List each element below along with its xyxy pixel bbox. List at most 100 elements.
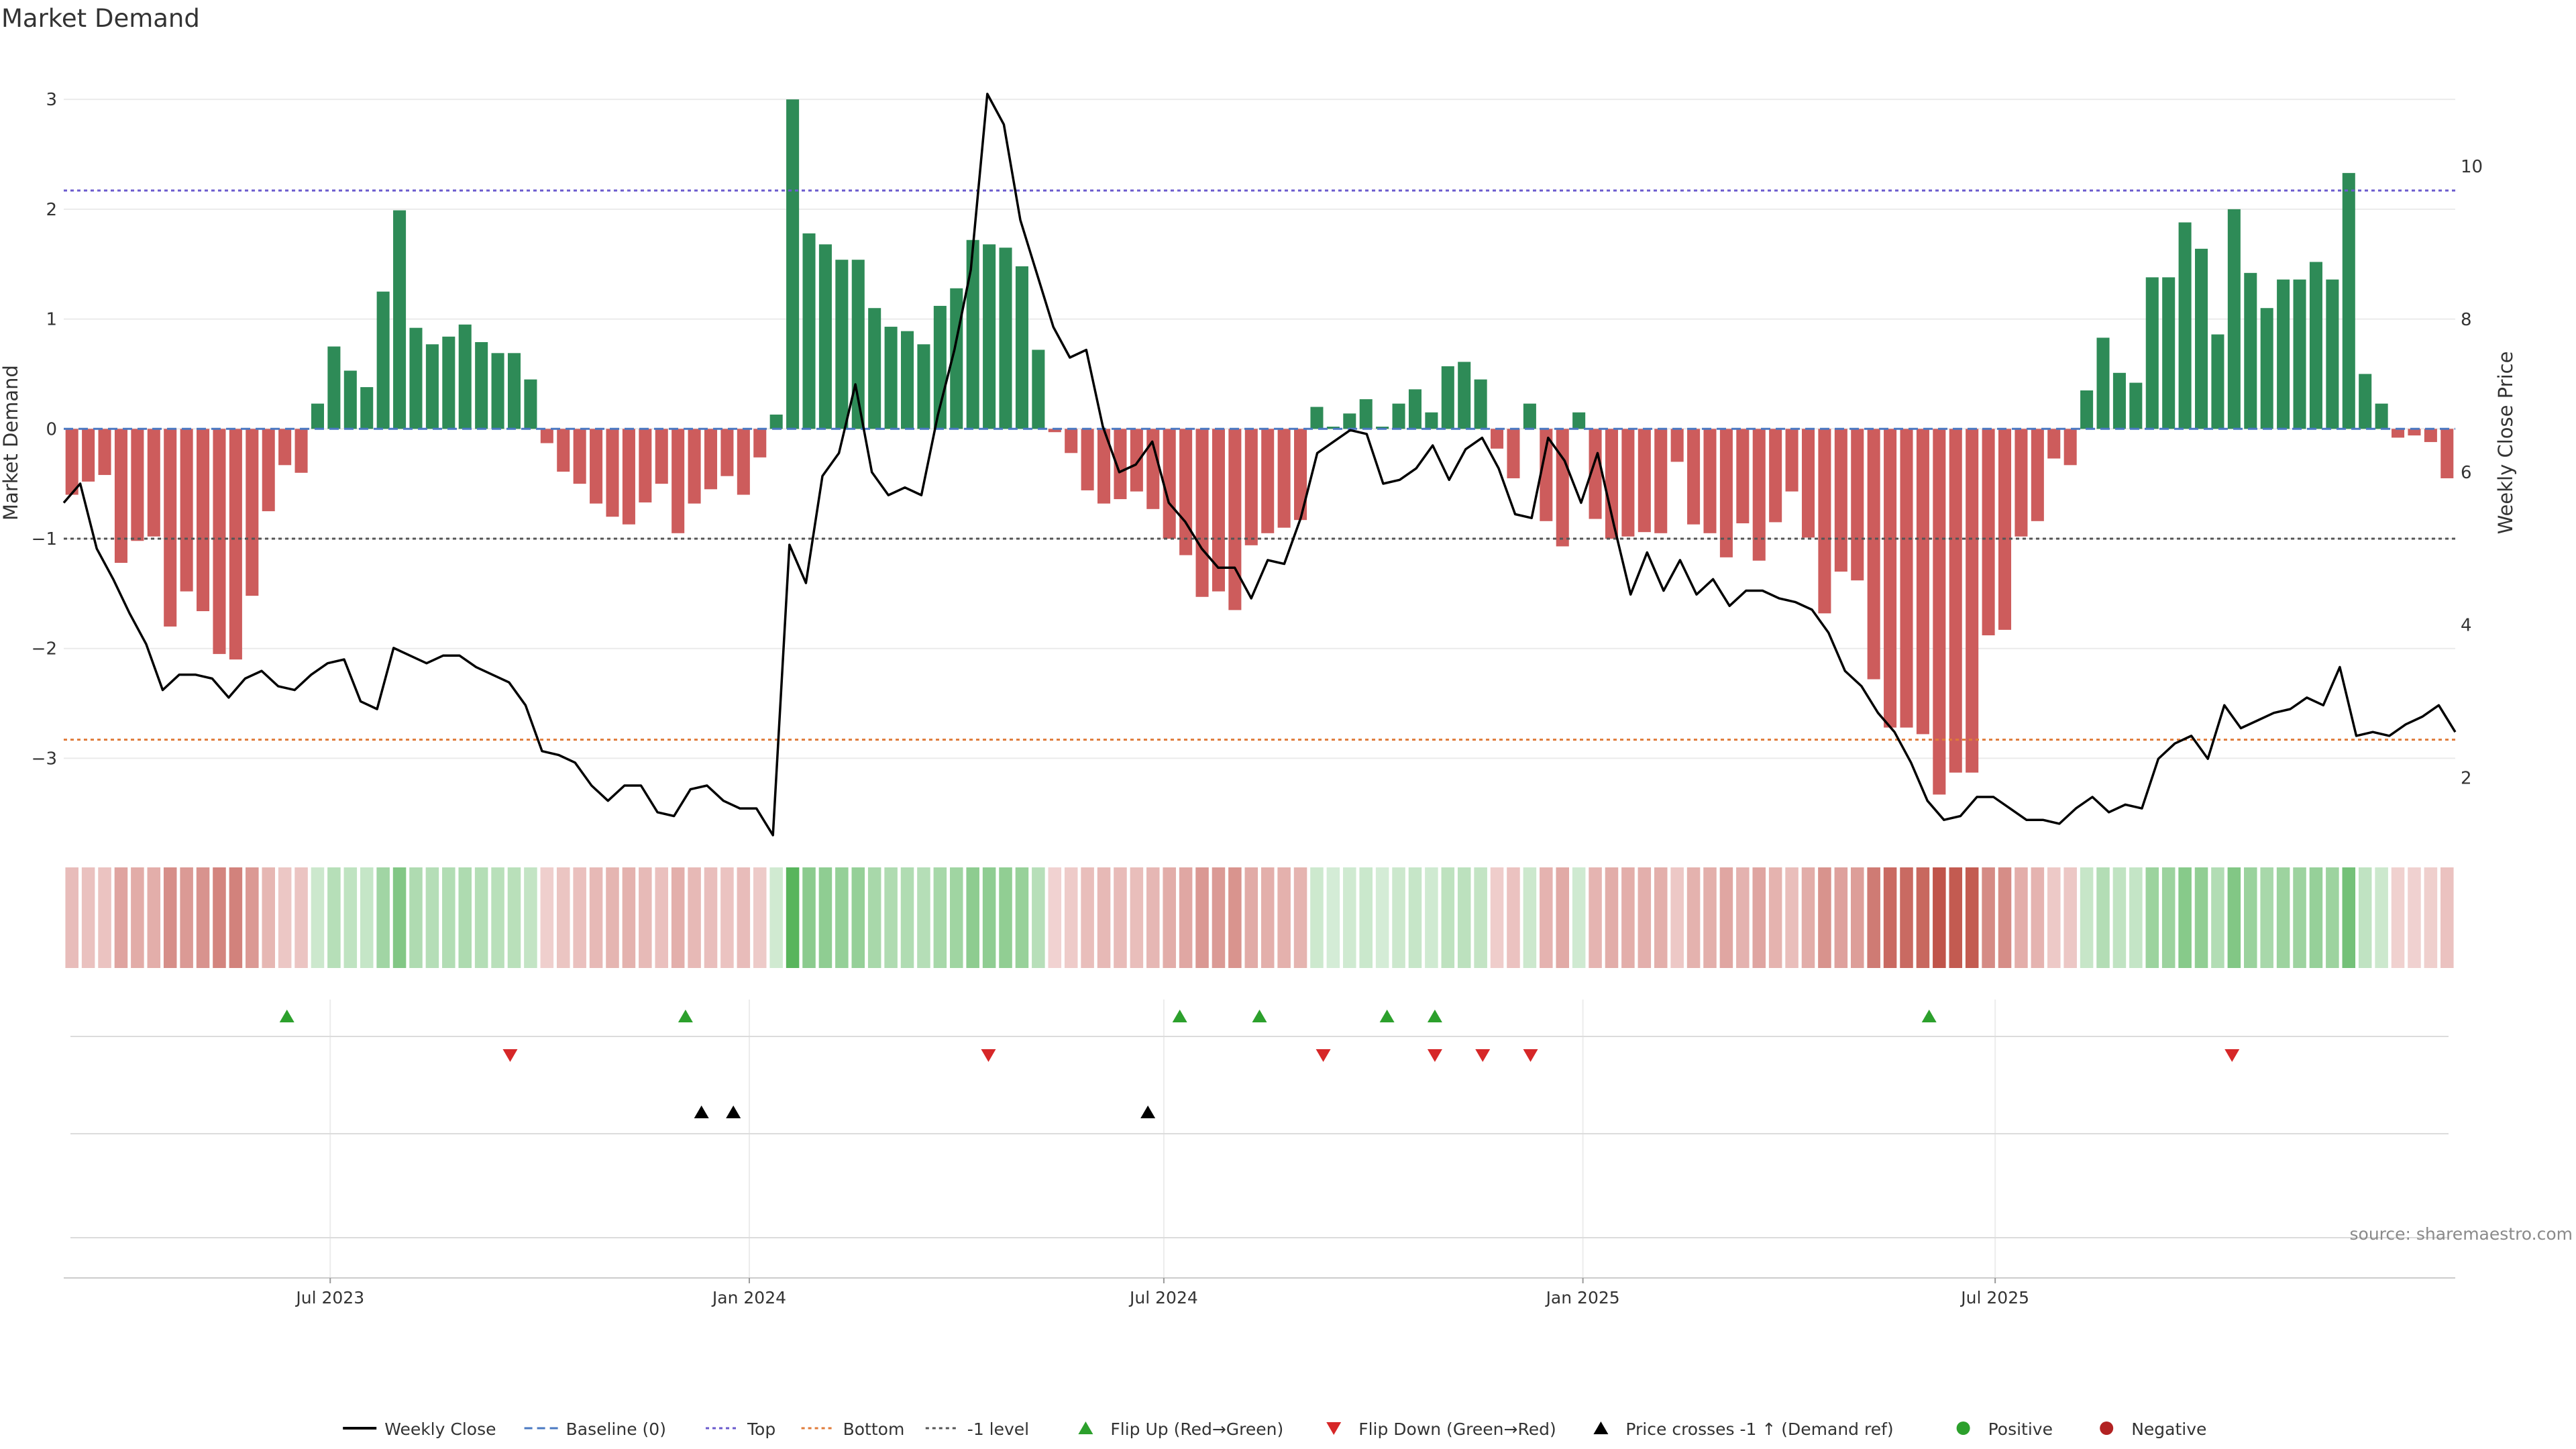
- flip-down-marker: [1316, 1049, 1331, 1062]
- legend-swatch-triangle-up: [1593, 1421, 1609, 1434]
- demand-bar: [1015, 266, 1028, 429]
- shade-cell: [1768, 867, 1782, 968]
- demand-bar: [2359, 374, 2372, 429]
- demand-bar: [475, 341, 488, 429]
- demand-bar: [278, 429, 292, 466]
- flip-up-marker: [1172, 1010, 1187, 1022]
- shade-cell: [1818, 867, 1831, 968]
- demand-bar: [164, 429, 177, 627]
- shade-cell: [1933, 867, 1946, 968]
- shade-cell: [1146, 867, 1160, 968]
- shade-cell: [1343, 867, 1356, 968]
- legend-item: Weekly Close: [343, 1419, 496, 1439]
- flip-up-marker: [279, 1010, 294, 1022]
- demand-bar: [131, 429, 144, 541]
- y2-tick-label: 6: [2461, 463, 2472, 483]
- shade-cell: [376, 867, 390, 968]
- shade-cell: [1605, 867, 1619, 968]
- shade-cell: [1736, 867, 1750, 968]
- shade-cell: [1277, 867, 1291, 968]
- shade-cell: [1474, 867, 1487, 968]
- y-tick-label: −1: [32, 529, 57, 549]
- demand-bar: [573, 429, 586, 484]
- y-axis-left: 3 2 1 0 −1 −2 −3: [32, 90, 57, 769]
- shade-cell: [835, 867, 849, 968]
- event-markers: [70, 1010, 2449, 1238]
- demand-bar: [2129, 382, 2143, 429]
- demand-bar: [1146, 429, 1160, 509]
- shade-cell: [1621, 867, 1635, 968]
- demand-bar: [1540, 429, 1553, 521]
- demand-bar: [622, 429, 635, 525]
- y2-tick-label: 2: [2461, 769, 2472, 789]
- demand-bar: [2293, 279, 2306, 429]
- legend-label: Negative: [2131, 1419, 2206, 1439]
- shade-cell: [2424, 867, 2438, 968]
- demand-bar: [409, 327, 423, 429]
- demand-bar: [197, 429, 210, 612]
- shade-cell: [639, 867, 652, 968]
- shade-cell: [2161, 867, 2176, 968]
- demand-bar: [1801, 429, 1815, 538]
- shade-cell: [802, 867, 816, 968]
- shade-cell: [262, 867, 275, 968]
- shade-cell: [540, 867, 554, 968]
- shade-cell: [1834, 867, 1848, 968]
- shade-cell: [98, 867, 111, 968]
- demand-bar: [1195, 429, 1209, 597]
- demand-bar: [1621, 429, 1635, 537]
- shade-cell: [2047, 867, 2061, 968]
- demand-bar: [1834, 429, 1847, 572]
- shade-cell: [982, 867, 996, 968]
- y2-axis-label: Weekly Close Price: [2494, 352, 2517, 535]
- demand-bar: [802, 233, 816, 429]
- demand-bar: [1507, 429, 1520, 478]
- shade-cell: [65, 867, 78, 968]
- shade-cell: [786, 867, 800, 968]
- legend-label: Baseline (0): [566, 1419, 666, 1439]
- demand-bar: [2408, 429, 2421, 436]
- demand-bar: [1916, 429, 1929, 735]
- demand-bar: [2424, 429, 2437, 442]
- shade-cell: [2408, 867, 2421, 968]
- demand-bar: [1933, 429, 1946, 795]
- shade-cell: [1867, 867, 1880, 968]
- shade-cell: [1556, 867, 1569, 968]
- legend-label: Price crosses -1 ↑ (Demand ref): [1625, 1419, 1893, 1439]
- source-note: source: sharemaestro.com: [2350, 1224, 2573, 1244]
- demand-bar: [966, 239, 979, 429]
- legend-item: -1 level: [925, 1419, 1029, 1439]
- x-axis: Jul 2023 Jan 2024 Jul 2024 Jan 2025 Jul 2025: [64, 1277, 2455, 1307]
- legend-label: Bottom: [843, 1419, 905, 1439]
- demand-bar: [2211, 334, 2224, 429]
- demand-bar: [2309, 262, 2322, 429]
- flip-up-marker: [1921, 1010, 1937, 1022]
- shade-cell: [2015, 867, 2028, 968]
- demand-bar: [1719, 429, 1733, 557]
- demand-bar: [343, 370, 357, 429]
- shade-cell: [2112, 867, 2127, 968]
- demand-bar: [1097, 429, 1111, 504]
- flip-down-marker: [1523, 1049, 1538, 1062]
- demand-bar: [1982, 429, 1995, 636]
- shade-cell: [1523, 867, 1537, 968]
- demand-bar: [82, 429, 95, 482]
- weekly-close-line: [62, 93, 2457, 837]
- shade-cell: [1998, 867, 2012, 968]
- shade-cell: [1408, 867, 1422, 968]
- legend-label: Positive: [1988, 1419, 2053, 1439]
- shade-cell: [524, 867, 537, 968]
- demand-bar: [1523, 403, 1536, 429]
- shade-cell: [1654, 867, 1668, 968]
- y-tick-label: −3: [32, 749, 57, 769]
- shade-cell: [966, 867, 979, 968]
- shade-cell: [737, 867, 751, 968]
- price-cross-marker: [1140, 1106, 1156, 1118]
- demand-bar: [2277, 279, 2290, 429]
- shade-cell: [343, 867, 358, 968]
- demand-bar: [1867, 429, 1880, 680]
- demand-bar: [1261, 429, 1275, 533]
- shade-cell: [2178, 867, 2192, 968]
- demand-bar: [786, 99, 800, 429]
